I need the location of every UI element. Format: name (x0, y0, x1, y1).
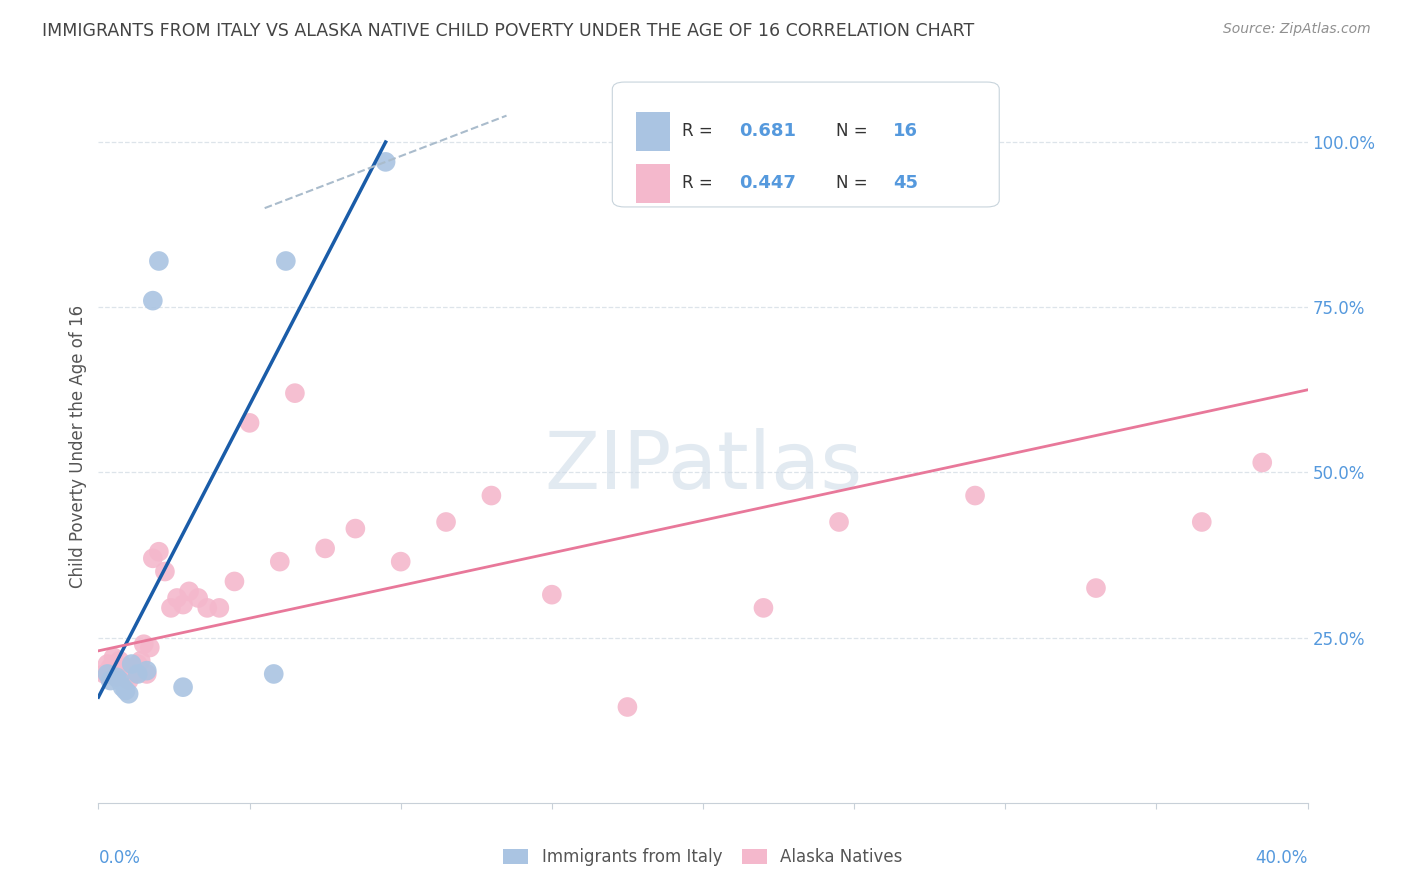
Point (239, 416, 262, 430)
Point (96, 657, 118, 671)
Point (135, 667, 157, 681)
Point (314, 541, 336, 556)
Point (153, 565, 176, 579)
Point (148, 254, 170, 268)
Text: N =: N = (837, 174, 873, 192)
Y-axis label: Child Poverty Under the Age of 16: Child Poverty Under the Age of 16 (69, 304, 87, 588)
Point (100, 673, 122, 688)
Point (965, 489, 987, 503)
Point (224, 574, 246, 589)
Point (96, 667, 118, 681)
Point (274, 254, 297, 268)
Text: 0.0%: 0.0% (98, 849, 141, 867)
Point (135, 664, 157, 678)
Point (132, 637, 155, 651)
Point (828, 515, 851, 529)
Point (103, 667, 125, 681)
Point (160, 600, 183, 615)
Point (172, 598, 194, 612)
Text: 16: 16 (893, 122, 918, 140)
Point (166, 591, 188, 605)
Point (111, 680, 134, 694)
Point (129, 654, 152, 668)
Point (142, 293, 165, 308)
Point (127, 657, 149, 671)
Text: R =: R = (682, 174, 718, 192)
Point (111, 664, 134, 678)
Point (93, 667, 115, 681)
Text: IMMIGRANTS FROM ITALY VS ALASKA NATIVE CHILD POVERTY UNDER THE AGE OF 16 CORRELA: IMMIGRANTS FROM ITALY VS ALASKA NATIVE C… (42, 22, 974, 40)
Point (100, 660, 122, 674)
Point (540, 588, 562, 602)
Point (752, 600, 775, 615)
Point (139, 640, 162, 655)
Bar (637, 163, 671, 202)
Point (114, 683, 136, 698)
Point (616, 700, 638, 714)
Point (187, 591, 209, 605)
Point (1191, 515, 1213, 529)
Point (121, 667, 143, 681)
Point (108, 654, 131, 668)
Point (118, 687, 141, 701)
Point (1251, 456, 1274, 470)
Point (105, 670, 128, 684)
Point (148, 545, 170, 559)
Point (269, 555, 291, 569)
Point (1085, 581, 1108, 595)
Point (121, 657, 143, 671)
Point (263, 667, 285, 681)
Point (105, 670, 128, 684)
Point (108, 673, 131, 688)
Bar (637, 112, 671, 151)
Text: N =: N = (837, 122, 873, 140)
Point (172, 680, 194, 694)
Point (114, 660, 136, 674)
Point (127, 667, 149, 681)
Point (179, 584, 201, 599)
Point (208, 600, 231, 615)
Point (374, 154, 396, 169)
Point (434, 515, 457, 529)
Point (284, 386, 307, 401)
Point (389, 555, 412, 569)
Point (124, 667, 146, 681)
Text: 0.681: 0.681 (740, 122, 796, 140)
Point (142, 551, 165, 566)
Point (96, 667, 118, 681)
Point (103, 650, 125, 665)
Point (195, 600, 218, 615)
Text: ZIPatlas: ZIPatlas (544, 428, 862, 507)
Point (118, 673, 141, 688)
Legend: Immigrants from Italy, Alaska Natives: Immigrants from Italy, Alaska Natives (503, 847, 903, 866)
FancyBboxPatch shape (613, 82, 1000, 207)
Text: 45: 45 (893, 174, 918, 192)
Text: 0.447: 0.447 (740, 174, 796, 192)
Text: R =: R = (682, 122, 718, 140)
Point (344, 522, 367, 536)
Text: 40.0%: 40.0% (1256, 849, 1308, 867)
Text: Source: ZipAtlas.com: Source: ZipAtlas.com (1223, 22, 1371, 37)
Point (481, 489, 503, 503)
